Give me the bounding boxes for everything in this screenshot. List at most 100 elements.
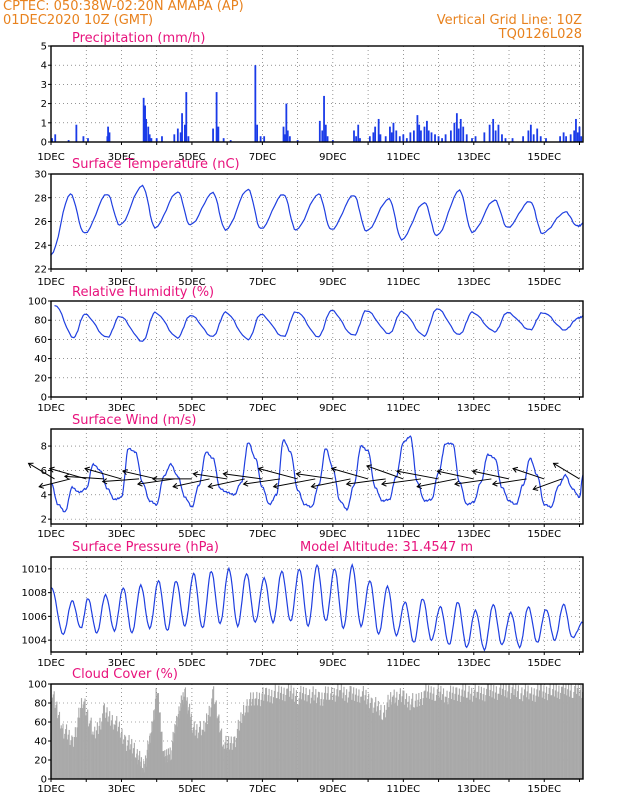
cloud-bar [144,755,147,779]
cloud-bar [123,739,125,779]
cloud-bar [185,703,187,779]
y-tick-label: 1 [41,118,47,129]
cloud-bar [198,726,201,779]
cloud-bar [296,704,298,779]
cloud-bar [236,728,238,779]
precip-bar [288,136,291,142]
cloud-bar [262,687,264,779]
y-tick-label: 100 [28,680,47,691]
cloud-bar [524,684,527,779]
cloud-bar [430,686,432,779]
cloud-bar [215,700,217,779]
precip-bar [321,130,324,142]
cloud-bar [417,699,419,779]
cloud-bar [320,698,322,779]
cloud-bar [170,759,172,779]
cloud-bar [211,698,213,779]
cloud-bar [422,698,424,779]
cloud-bar [176,726,178,779]
precip-bar [331,140,334,142]
cloud-bar [190,716,192,779]
cloud-bar [579,690,581,779]
cloud-bar [420,698,422,779]
cloud-bar [233,736,235,779]
cloud-bar [157,693,160,779]
cloud-bar [276,698,278,779]
cloud-bar [345,695,347,779]
precip-bar [67,140,70,142]
precip-bar [318,120,321,142]
cloud-bar [399,688,401,779]
cloud-bar [216,718,218,779]
cloud-bar [110,725,112,779]
precip-bar [374,126,377,142]
cloud-bar [379,710,381,779]
cloud-bar [209,716,211,779]
cloud-bar [486,688,488,779]
y-tick-label: 0 [41,775,47,786]
cloud-bar [151,721,153,779]
cloud-bar [92,731,94,779]
cloud-bar [531,700,534,779]
cloud-bar [277,691,279,779]
cloud-bar [437,684,439,779]
cloud-bar [301,699,303,779]
cloud-bar [456,687,458,779]
cloud-bar [124,734,126,779]
cloud-bar [89,720,91,779]
cloud-bar [70,740,72,779]
x-tick-label: 3DEC [108,403,135,414]
cloud-bar [278,685,280,779]
wind-vector [381,478,421,485]
cloud-bar [230,736,232,779]
cloud-bar [418,692,420,779]
cloud-bar [517,685,519,779]
cloud-bar [261,693,263,779]
wind-vector [28,462,55,480]
cloud-bar [378,715,380,779]
cloud-bar [468,685,470,779]
cloud-bar [514,689,516,779]
wind-vector [173,478,210,488]
cloud-bar [108,716,110,779]
precip-bar [144,105,146,142]
x-tick-label: 7DEC [249,277,276,288]
precip-bar [559,136,561,142]
cloud-bar [552,689,554,779]
cloud-bar [460,695,462,779]
cloud-bar [156,693,158,779]
wind-vector [258,468,298,480]
cloud-bar [241,723,243,779]
cloud-bar [560,686,563,779]
precip-bar [539,136,542,142]
cloud-bar [105,712,107,779]
cloud-bar [339,690,341,779]
cloud-bar [475,697,477,779]
precip-bar [427,130,430,142]
cloud-bar [452,686,454,779]
precip-bar [147,126,150,142]
cloud-bar [83,701,85,779]
cloud-bar [574,686,576,779]
cloud-bar [373,707,375,779]
cloud-bar [473,689,475,779]
cloud-bar [119,737,121,779]
cloud-bar [343,686,345,779]
cloud-bar [137,759,140,779]
cloud-bar [323,699,325,779]
cloud-bar [512,684,514,779]
x-tick-label: 5DEC [178,152,205,163]
cloud-bar [139,766,141,779]
series-line [50,184,584,256]
cloud-bar [568,684,570,779]
cloud-bar [474,684,476,779]
cloud-bar [153,710,155,779]
cloud-bar [84,698,86,779]
precip-bar [420,130,422,142]
x-tick-label: 1DEC [37,152,64,163]
cloud-bar [290,685,292,779]
cloud-bar [480,686,482,779]
cloud-bar [334,701,336,779]
cloud-bar [166,749,168,779]
precip-bar [150,138,153,142]
